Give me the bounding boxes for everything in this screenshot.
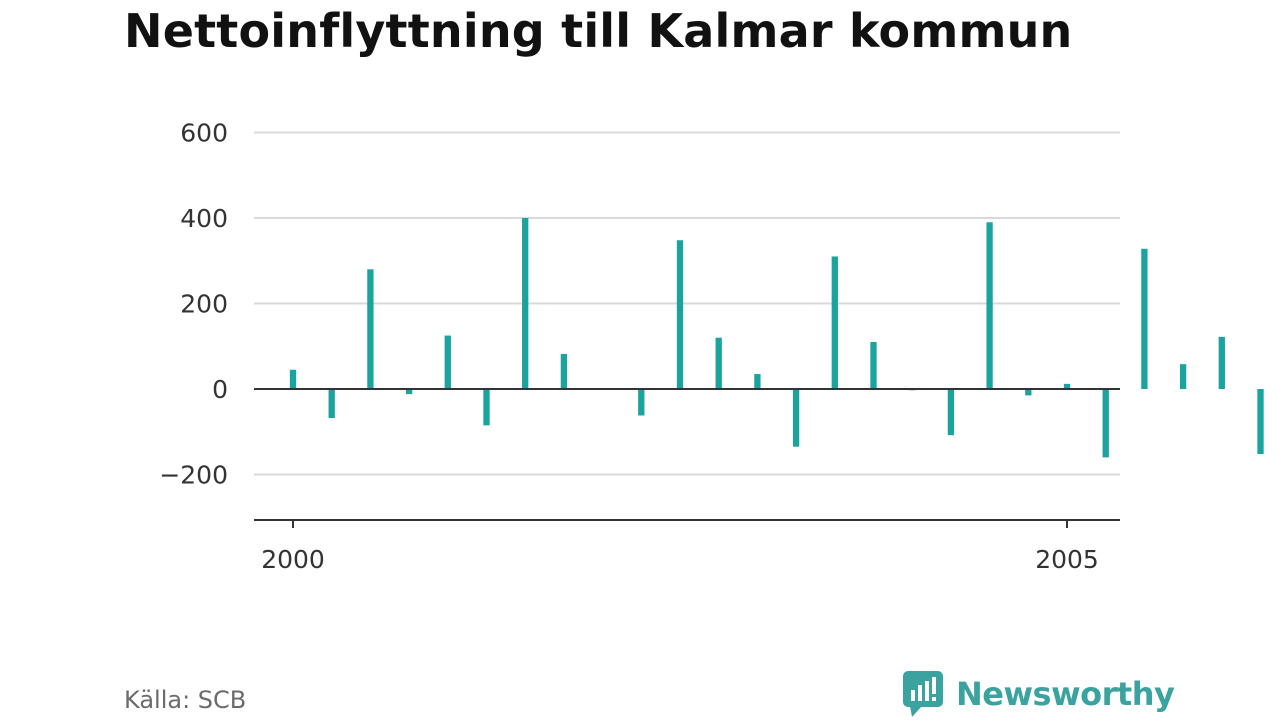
bar xyxy=(483,389,490,426)
bar xyxy=(754,374,761,389)
y-tick-label: 200 xyxy=(180,290,228,319)
bar xyxy=(870,341,877,389)
source-note: Källa: SCB xyxy=(124,686,247,714)
bar xyxy=(367,269,374,389)
bar xyxy=(1218,336,1225,389)
bar xyxy=(289,369,297,389)
x-tick-label: 2000 xyxy=(261,545,325,574)
y-tick-label: 0 xyxy=(212,375,228,404)
y-tick-label: 600 xyxy=(180,119,228,148)
bar xyxy=(522,218,529,389)
bar xyxy=(715,337,722,389)
chart-title: Nettoinflyttning till Kalmar kommun xyxy=(124,4,1073,58)
bar xyxy=(1257,389,1264,454)
bar xyxy=(405,389,413,395)
bar xyxy=(1102,389,1109,458)
bar xyxy=(986,222,993,389)
bar xyxy=(792,389,800,447)
bar xyxy=(328,389,335,419)
y-tick-label: 400 xyxy=(180,204,228,233)
newsworthy-brand[interactable]: Newsworthy xyxy=(902,670,1175,718)
bar xyxy=(676,240,684,389)
y-tick-label: −200 xyxy=(159,461,228,490)
brand-name: Newsworthy xyxy=(956,675,1175,713)
bar xyxy=(947,389,955,436)
bar xyxy=(638,389,645,416)
bar xyxy=(444,335,451,389)
newsworthy-logo-icon xyxy=(903,671,943,717)
bar xyxy=(1063,383,1071,389)
x-tick-label: 2005 xyxy=(1035,545,1099,574)
bar xyxy=(560,353,568,389)
bar xyxy=(831,256,838,389)
bar xyxy=(1025,389,1032,396)
bar xyxy=(1141,248,1148,389)
bar xyxy=(1179,364,1187,389)
